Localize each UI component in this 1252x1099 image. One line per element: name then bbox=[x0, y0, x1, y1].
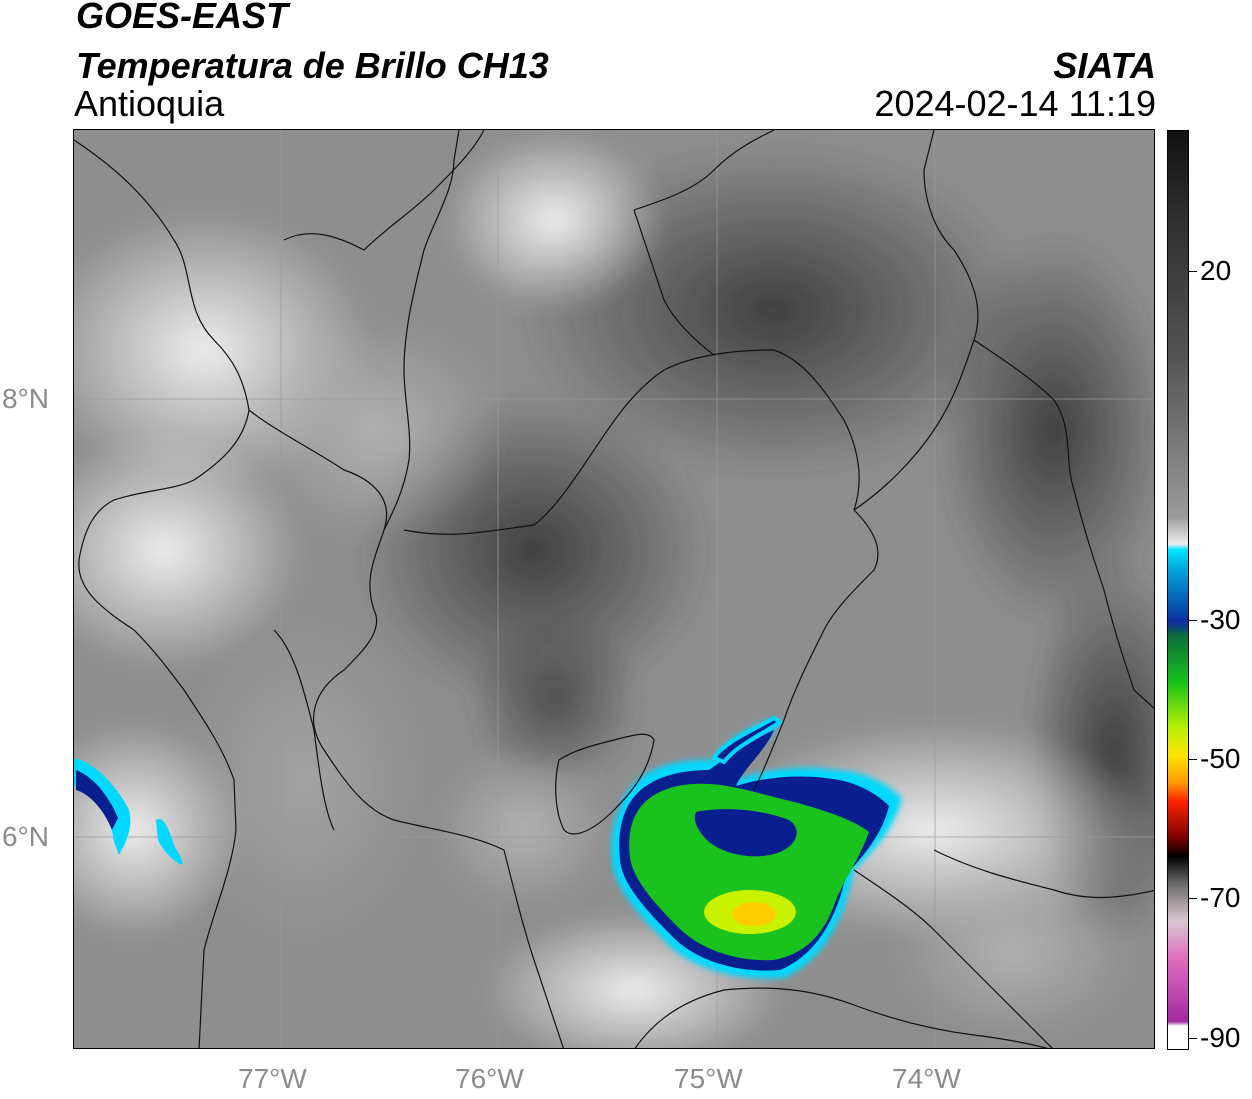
border-antioquia-central bbox=[403, 349, 860, 535]
storm-cell bbox=[611, 715, 902, 979]
lon-label-76w: 76°W bbox=[455, 1063, 524, 1094]
border-far-east bbox=[973, 339, 1154, 709]
storm-green-core bbox=[629, 783, 869, 961]
border-inner-loop bbox=[555, 733, 655, 835]
colorbar-label-minus90: -90 bbox=[1200, 1022, 1241, 1053]
coastline bbox=[74, 139, 250, 1048]
border-se-2 bbox=[933, 849, 1154, 899]
map-canvas bbox=[74, 130, 1154, 1048]
lat-label-6n: 6°N bbox=[2, 821, 49, 852]
coastline-north bbox=[283, 130, 485, 251]
border-antioquia-west bbox=[248, 409, 505, 851]
cloud-field bbox=[74, 130, 1154, 1048]
colorbar-label-minus70: -70 bbox=[1200, 882, 1241, 913]
timestamp-label: 2024-02-14 11:19 bbox=[874, 83, 1156, 124]
colorbar-label-minus50: -50 bbox=[1200, 743, 1241, 774]
border-southeast bbox=[853, 869, 1053, 1048]
region-label: Antioquia bbox=[74, 83, 225, 124]
border-northeast bbox=[633, 130, 775, 211]
colorbar-tick-minus90 bbox=[1189, 1038, 1197, 1039]
storm-tail bbox=[711, 715, 784, 765]
colorbar-label-20: 20 bbox=[1200, 255, 1232, 286]
border-ne-inner bbox=[633, 209, 715, 356]
border-mid-west bbox=[273, 629, 335, 831]
colorbar-tick-minus30 bbox=[1189, 620, 1197, 621]
west-cloud-band bbox=[74, 758, 183, 865]
colorbar bbox=[1167, 130, 1189, 1050]
borders bbox=[74, 130, 1154, 1048]
border-south bbox=[634, 987, 1049, 1048]
colorbar-label-minus30: -30 bbox=[1200, 604, 1241, 635]
storm-blue-inner bbox=[694, 809, 797, 857]
colorbar-tick-20 bbox=[1189, 271, 1197, 272]
colorbar-tick-minus50 bbox=[1189, 759, 1197, 760]
border-central-east bbox=[753, 509, 879, 791]
border-south-west bbox=[503, 849, 564, 1048]
map-title: GOES-EAST bbox=[76, 0, 289, 36]
storm-orange-core bbox=[732, 902, 776, 926]
map-subtitle: Temperatura de Brillo CH13 bbox=[76, 45, 549, 86]
organization-label: SIATA bbox=[1053, 45, 1156, 86]
lat-label-8n: 8°N bbox=[2, 383, 49, 414]
satellite-map[interactable] bbox=[73, 129, 1155, 1049]
border-antioquia-north bbox=[383, 130, 460, 531]
lon-label-77w: 77°W bbox=[238, 1063, 307, 1094]
lon-label-75w: 75°W bbox=[674, 1063, 743, 1094]
lon-label-74w: 74°W bbox=[892, 1063, 961, 1094]
colorbar-tick-minus70 bbox=[1189, 898, 1197, 899]
